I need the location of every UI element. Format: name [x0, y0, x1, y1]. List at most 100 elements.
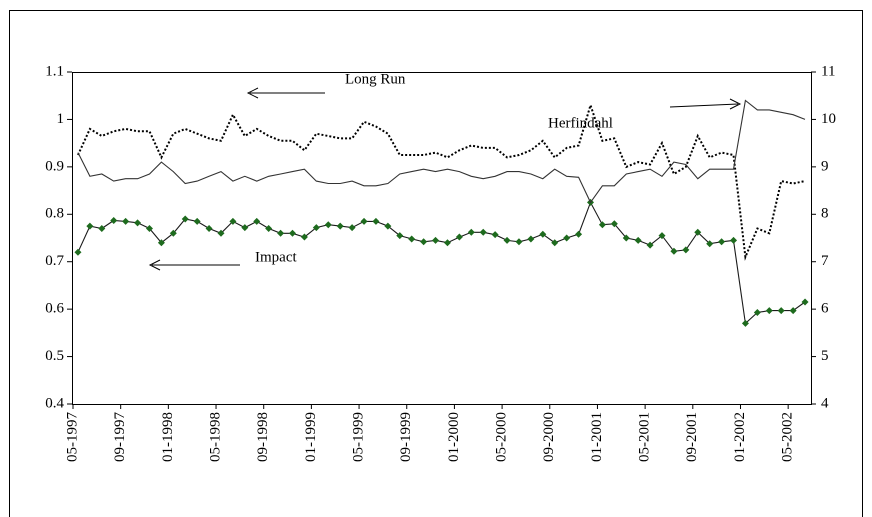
x-tick-label: 09-2000 — [541, 412, 557, 462]
x-tick-label: 09-1998 — [255, 412, 271, 462]
marker — [289, 229, 297, 237]
annotation: Impact — [255, 249, 297, 265]
marker — [718, 238, 726, 246]
y-tick-label: 0.8 — [45, 206, 64, 222]
marker — [551, 239, 559, 247]
y2-tick-label: 4 — [821, 395, 829, 411]
marker — [408, 235, 416, 243]
y2-tick-label: 7 — [821, 253, 829, 269]
y2-tick-label: 9 — [821, 158, 829, 174]
marker — [312, 224, 320, 232]
y-tick-label: 0.4 — [45, 395, 64, 411]
x-tick-label: 01-1998 — [160, 412, 176, 462]
marker — [384, 222, 392, 230]
x-tick-label: 05-2000 — [494, 412, 510, 462]
marker — [467, 228, 475, 236]
x-tick-label: 09-1999 — [398, 412, 414, 462]
marker — [539, 230, 547, 238]
x-tick-label: 01-2001 — [589, 412, 605, 462]
marker — [336, 222, 344, 230]
marker — [145, 225, 153, 233]
marker — [157, 239, 165, 247]
x-tick-label: 05-1997 — [64, 412, 80, 462]
marker — [193, 217, 201, 225]
y2-tick-label: 8 — [821, 206, 829, 222]
marker — [527, 235, 535, 243]
marker — [324, 221, 332, 229]
marker — [682, 246, 690, 254]
marker — [741, 319, 749, 327]
marker — [455, 233, 463, 241]
marker — [563, 234, 571, 242]
marker — [730, 236, 738, 244]
marker — [622, 234, 630, 242]
marker — [420, 238, 428, 246]
y2-tick-label: 5 — [821, 348, 829, 364]
annotation: Herfindahl — [548, 115, 613, 131]
marker — [491, 231, 499, 239]
y-tick-label: 1 — [57, 111, 65, 127]
marker — [300, 233, 308, 241]
marker — [765, 307, 773, 315]
marker — [181, 215, 189, 223]
marker — [575, 230, 583, 238]
marker — [610, 220, 618, 228]
arrow — [669, 103, 739, 108]
x-tick-label: 05-1998 — [207, 412, 223, 462]
x-tick-label: 05-1999 — [351, 412, 367, 462]
plot-area — [72, 72, 812, 405]
series-line — [77, 101, 806, 261]
y-tick-label: 1.1 — [45, 63, 64, 79]
marker — [443, 239, 451, 247]
arrow-head — [148, 259, 161, 271]
marker — [253, 217, 261, 225]
annotation: Long Run — [345, 71, 406, 87]
marker — [372, 217, 380, 225]
series-line — [77, 99, 806, 204]
marker — [658, 232, 666, 240]
x-tick-label: 01-2002 — [732, 412, 748, 462]
y-tick-label: 0.7 — [45, 253, 64, 269]
marker — [432, 236, 440, 244]
marker — [265, 225, 273, 233]
marker — [598, 221, 606, 229]
marker — [360, 217, 368, 225]
marker — [646, 241, 654, 249]
marker — [479, 228, 487, 236]
marker — [277, 229, 285, 237]
marker — [694, 228, 702, 236]
y-tick-label: 0.6 — [45, 301, 64, 317]
arrow-head — [246, 87, 259, 99]
marker — [217, 229, 225, 237]
x-tick-label: 09-1997 — [112, 412, 128, 462]
marker — [74, 248, 82, 256]
x-tick-label: 05-2001 — [637, 412, 653, 462]
marker — [348, 224, 356, 232]
marker — [670, 247, 678, 255]
marker — [229, 217, 237, 225]
marker — [634, 236, 642, 244]
marker — [789, 307, 797, 315]
marker — [503, 236, 511, 244]
y-tick-label: 0.9 — [45, 158, 64, 174]
marker — [396, 232, 404, 240]
arrow-head — [729, 98, 742, 110]
marker — [169, 229, 177, 237]
marker — [134, 219, 142, 227]
x-tick-label: 01-2000 — [446, 412, 462, 462]
chart-frame — [9, 10, 863, 517]
marker — [205, 225, 213, 233]
marker — [777, 307, 785, 315]
x-tick-label: 01-1999 — [303, 412, 319, 462]
marker — [86, 222, 94, 230]
y-tick-label: 0.5 — [45, 348, 64, 364]
marker — [706, 240, 714, 248]
marker — [122, 217, 130, 225]
y2-tick-label: 6 — [821, 301, 829, 317]
marker — [801, 298, 809, 306]
marker — [241, 224, 249, 232]
y2-tick-label: 11 — [821, 63, 835, 79]
y2-tick-label: 10 — [821, 111, 836, 127]
marker — [98, 225, 106, 233]
